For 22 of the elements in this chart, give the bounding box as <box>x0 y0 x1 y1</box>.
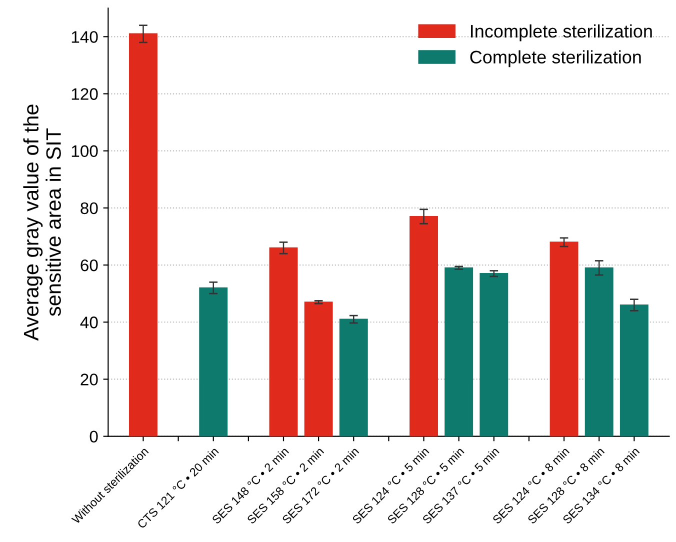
y-tick-label: 40 <box>80 316 98 328</box>
bar <box>304 302 333 436</box>
y-tick-label: 0 <box>90 430 98 443</box>
y-tick-label: 140 <box>72 31 98 43</box>
y-axis-title: Average gray value of the sensitive area in SIT <box>23 104 61 341</box>
y-tick-label: 80 <box>80 202 98 214</box>
y-tick-label: 100 <box>72 145 98 158</box>
bar <box>128 33 158 436</box>
bar <box>410 216 438 436</box>
bar <box>620 304 648 436</box>
bar <box>199 287 228 436</box>
bar <box>339 318 368 436</box>
legend-label: Incomplete sterilization <box>471 24 652 42</box>
bar <box>550 242 578 436</box>
bar <box>269 247 298 436</box>
y-tick-label: 60 <box>80 259 98 272</box>
y-tick-label: 120 <box>72 88 98 100</box>
y-tick-label: 20 <box>80 374 98 386</box>
bar <box>480 273 508 436</box>
bar <box>444 267 474 436</box>
legend-label: Complete sterilization <box>470 50 641 68</box>
bar <box>584 267 614 436</box>
